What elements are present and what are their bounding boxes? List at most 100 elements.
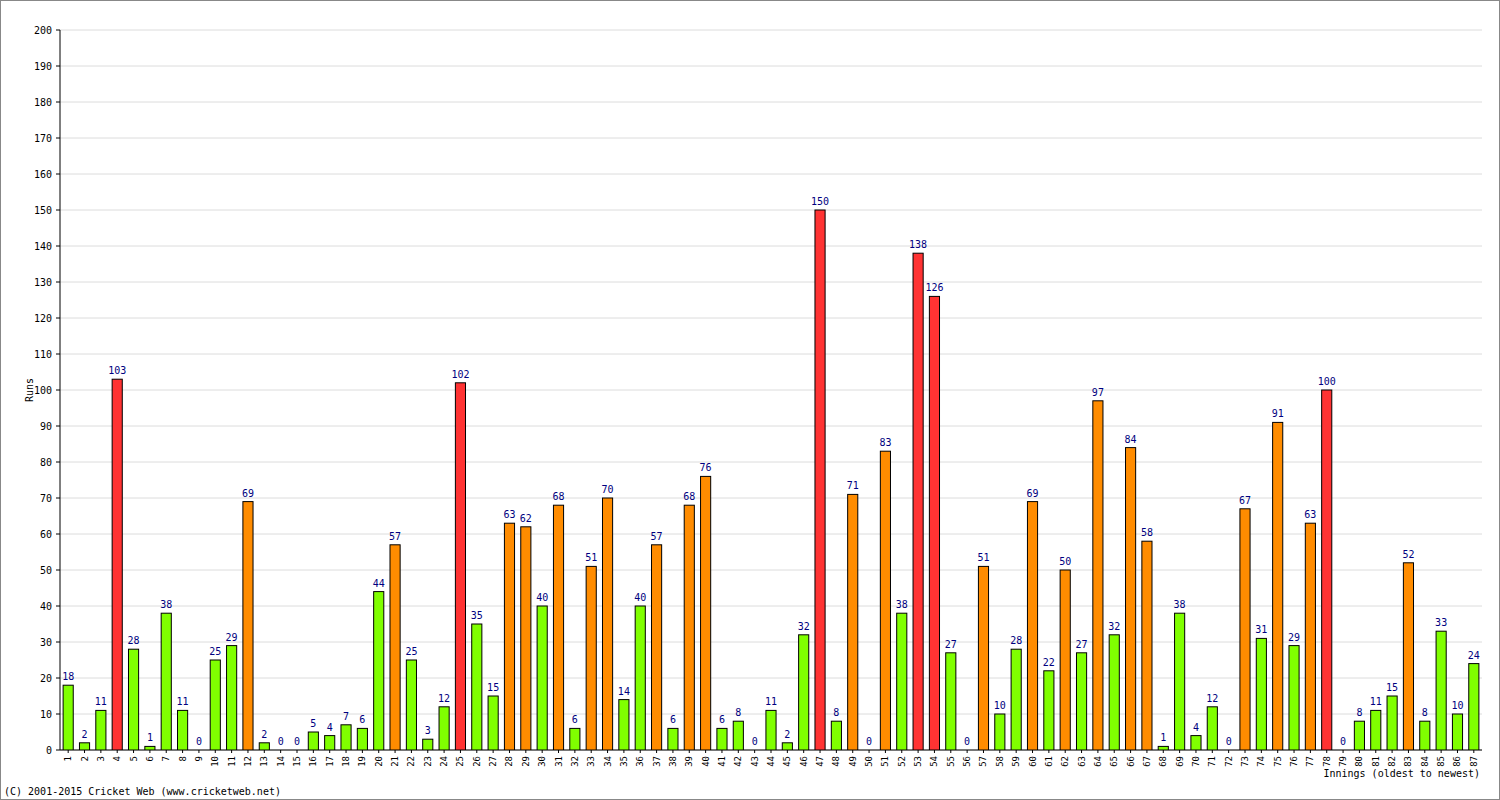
x-tick <box>182 750 183 753</box>
x-tick <box>1081 750 1082 753</box>
y-tick-label: 20 <box>40 673 52 684</box>
x-tick-label: 56 <box>962 756 972 767</box>
x-tick-label: 44 <box>766 756 776 767</box>
x-tick-label: 69 <box>1175 756 1185 767</box>
x-tick <box>999 750 1000 753</box>
x-tick <box>607 750 608 753</box>
x-tick <box>1424 750 1425 753</box>
x-tick-label: 59 <box>1011 756 1021 767</box>
x-tick <box>346 750 347 753</box>
bar <box>897 613 907 750</box>
x-tick-label: 19 <box>357 756 367 767</box>
data-label: 0 <box>196 736 202 747</box>
footer: (C) 2001-2015 Cricket Web (www.cricketwe… <box>4 786 281 797</box>
x-tick <box>1375 750 1376 753</box>
data-label: 69 <box>1026 488 1038 499</box>
bar <box>962 750 972 751</box>
x-tick <box>329 750 330 753</box>
x-tick-label: 47 <box>815 756 825 767</box>
y-tick-label: 110 <box>34 349 52 360</box>
x-tick <box>1245 750 1246 753</box>
x-tick <box>411 750 412 753</box>
x-tick-label: 81 <box>1371 756 1381 767</box>
x-tick <box>427 750 428 753</box>
x-tick-label: 23 <box>423 756 433 767</box>
bar <box>390 545 400 750</box>
y-tick <box>56 390 60 391</box>
data-label: 91 <box>1272 408 1284 419</box>
x-tick-label: 29 <box>521 756 531 767</box>
bar <box>145 746 155 750</box>
x-tick-label: 50 <box>864 756 874 767</box>
bar <box>325 736 335 750</box>
data-label: 25 <box>209 646 221 657</box>
y-tick-label: 140 <box>34 241 52 252</box>
bar <box>782 743 792 750</box>
bar <box>1420 721 1430 750</box>
grid-line <box>60 138 1482 139</box>
y-tick <box>56 714 60 715</box>
x-tick-label: 27 <box>488 756 498 767</box>
x-tick <box>1277 750 1278 753</box>
x-tick-label: 9 <box>194 756 204 761</box>
y-tick <box>56 66 60 67</box>
data-label: 0 <box>1226 736 1232 747</box>
bar <box>815 210 825 750</box>
x-tick <box>1473 750 1474 753</box>
x-tick <box>803 750 804 753</box>
x-tick-label: 76 <box>1289 756 1299 767</box>
bar <box>1175 613 1185 750</box>
x-tick-label: 79 <box>1338 756 1348 767</box>
x-tick-label: 37 <box>652 756 662 767</box>
x-tick-label: 80 <box>1354 756 1364 767</box>
x-tick <box>1326 750 1327 753</box>
x-tick <box>133 750 134 753</box>
bar <box>1354 721 1364 750</box>
x-tick-label: 49 <box>848 756 858 767</box>
data-label: 57 <box>651 531 663 542</box>
data-label: 40 <box>634 592 646 603</box>
x-tick <box>395 750 396 753</box>
x-tick <box>1310 750 1311 753</box>
bar <box>929 296 939 750</box>
bar <box>1142 541 1152 750</box>
grid-line <box>60 318 1482 319</box>
x-tick-label: 31 <box>554 756 564 767</box>
data-label: 18 <box>62 671 74 682</box>
data-label: 57 <box>389 531 401 542</box>
x-tick <box>640 750 641 753</box>
data-label: 12 <box>438 693 450 704</box>
bar <box>1338 750 1348 751</box>
bar <box>63 685 73 750</box>
x-tick <box>247 750 248 753</box>
x-tick <box>705 750 706 753</box>
data-label: 6 <box>670 714 676 725</box>
y-tick-label: 190 <box>34 61 52 72</box>
x-tick <box>820 750 821 753</box>
data-label: 31 <box>1255 624 1267 635</box>
x-tick <box>509 750 510 753</box>
x-tick-label: 40 <box>701 756 711 767</box>
data-label: 38 <box>896 599 908 610</box>
y-tick <box>56 174 60 175</box>
bar <box>1322 390 1332 750</box>
x-tick <box>1048 750 1049 753</box>
y-tick-label: 120 <box>34 313 52 324</box>
x-tick <box>1408 750 1409 753</box>
x-tick <box>297 750 298 753</box>
x-tick-label: 39 <box>684 756 694 767</box>
data-label: 8 <box>1422 707 1428 718</box>
grid-line <box>60 498 1482 499</box>
bar <box>652 545 662 750</box>
y-tick-label: 40 <box>40 601 52 612</box>
x-tick <box>1146 750 1147 753</box>
x-tick <box>1441 750 1442 753</box>
bar <box>1387 696 1397 750</box>
x-tick-label: 46 <box>799 756 809 767</box>
chart: 0102030405060708090100110120130140150160… <box>0 0 1500 800</box>
data-label: 76 <box>700 462 712 473</box>
data-label: 138 <box>909 239 927 250</box>
data-label: 0 <box>752 736 758 747</box>
x-tick <box>901 750 902 753</box>
x-tick <box>525 750 526 753</box>
